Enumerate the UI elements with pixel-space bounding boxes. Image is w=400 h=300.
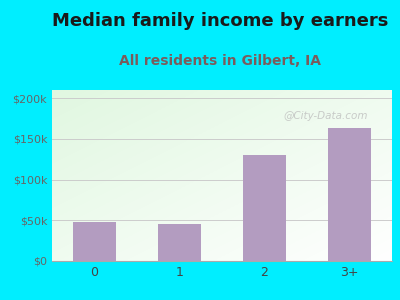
Bar xyxy=(73,222,116,261)
Text: Median family income by earners: Median family income by earners xyxy=(52,12,388,30)
Bar xyxy=(328,128,371,261)
Bar xyxy=(158,224,201,261)
Text: @City-Data.com: @City-Data.com xyxy=(283,110,368,121)
Text: All residents in Gilbert, IA: All residents in Gilbert, IA xyxy=(119,54,321,68)
Bar xyxy=(243,155,286,261)
